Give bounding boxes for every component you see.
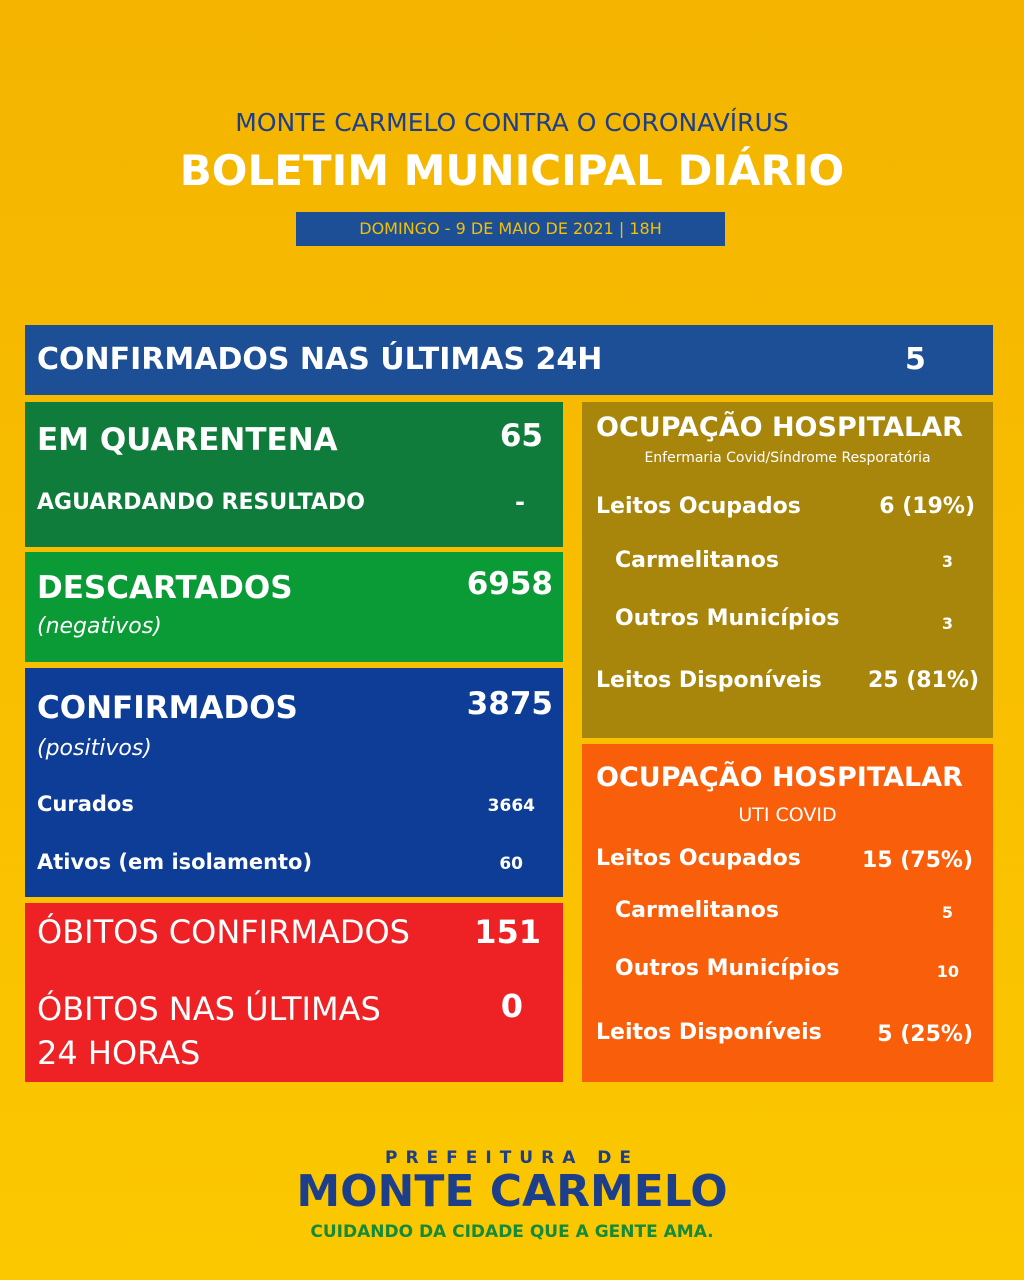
- deaths-24h-value: 0: [500, 987, 523, 1025]
- quarantine-panel: EM QUARENTENA 65 AGUARDANDO RESULTADO -: [25, 402, 563, 547]
- wards-title: OCUPAÇÃO HOSPITALAR: [596, 412, 963, 443]
- confirmed-24h-value: 5: [905, 342, 926, 377]
- recovered-value: 3664: [487, 796, 535, 816]
- footer-line2: MONTE CARMELO: [296, 1166, 728, 1217]
- icu-available-label: Leitos Disponíveis: [596, 1020, 822, 1045]
- confirmed-note: (positivos): [37, 736, 152, 761]
- icu-local-value: 5: [941, 903, 953, 922]
- header-subtitle: MONTE CARMELO CONTRA O CORONAVÍRUS: [235, 108, 789, 137]
- wards-local-value: 3: [941, 552, 953, 571]
- footer-line1: PREFEITURA DE: [384, 1148, 639, 1168]
- icu-other-label: Outros Municípios: [615, 956, 840, 981]
- wards-available-value: 25 (81%): [867, 668, 979, 693]
- deaths-24h-label: ÓBITOS NAS ÚLTIMAS 24 HORAS: [37, 990, 381, 1072]
- awaiting-value: -: [515, 488, 525, 516]
- active-label: Ativos (em isolamento): [37, 850, 313, 874]
- icu-occupied-label: Leitos Ocupados: [596, 846, 801, 871]
- icu-title: OCUPAÇÃO HOSPITALAR: [596, 762, 963, 793]
- discarded-label: DESCARTADOS: [37, 570, 293, 606]
- recovered-label: Curados: [37, 792, 134, 816]
- confirmed-24h-label: CONFIRMADOS NAS ÚLTIMAS 24H: [37, 342, 603, 377]
- deaths-value: 151: [474, 913, 541, 951]
- confirmed-panel: CONFIRMADOS 3875 (positivos) Curados 366…: [25, 668, 563, 897]
- awaiting-label: AGUARDANDO RESULTADO: [37, 490, 365, 515]
- wards-other-value: 3: [941, 614, 953, 633]
- wards-occupied-label: Leitos Ocupados: [596, 494, 801, 519]
- icu-occupied-value: 15 (75%): [861, 848, 973, 873]
- icu-available-value: 5 (25%): [877, 1022, 973, 1047]
- wards-panel: OCUPAÇÃO HOSPITALAR Enfermaria Covid/Sín…: [582, 402, 993, 738]
- discarded-panel: DESCARTADOS 6958 (negativos): [25, 552, 563, 662]
- discarded-value: 6958: [466, 566, 553, 602]
- wards-other-label: Outros Municípios: [615, 606, 840, 631]
- discarded-note: (negativos): [37, 614, 162, 639]
- icu-local-label: Carmelitanos: [615, 898, 780, 923]
- quarantine-value: 65: [499, 418, 543, 454]
- footer-slogan: CUIDANDO DA CIDADE QUE A GENTE AMA.: [310, 1222, 714, 1242]
- active-value: 60: [499, 854, 523, 874]
- deaths-label: ÓBITOS CONFIRMADOS: [37, 913, 410, 951]
- icu-other-value: 10: [936, 962, 959, 981]
- confirmed-24h-panel: CONFIRMADOS NAS ÚLTIMAS 24H 5: [25, 325, 993, 395]
- confirmed-label: CONFIRMADOS: [37, 690, 298, 726]
- deaths-panel: ÓBITOS CONFIRMADOS 151 ÓBITOS NAS ÚLTIMA…: [25, 903, 563, 1082]
- header-title: BOLETIM MUNICIPAL DIÁRIO: [179, 146, 845, 195]
- wards-local-label: Carmelitanos: [615, 548, 780, 573]
- wards-occupied-value: 6 (19%): [879, 494, 975, 519]
- header-date: DOMINGO - 9 DE MAIO DE 2021 | 18H: [359, 219, 662, 238]
- icu-subtitle: UTI COVID: [738, 804, 837, 826]
- quarantine-label: EM QUARENTENA: [37, 422, 338, 458]
- wards-subtitle: Enfermaria Covid/Síndrome Resporatória: [644, 450, 931, 466]
- icu-panel: OCUPAÇÃO HOSPITALAR UTI COVID Leitos Ocu…: [582, 744, 993, 1082]
- wards-available-label: Leitos Disponíveis: [596, 668, 822, 693]
- confirmed-value: 3875: [466, 686, 553, 722]
- date-banner: DOMINGO - 9 DE MAIO DE 2021 | 18H: [296, 212, 725, 246]
